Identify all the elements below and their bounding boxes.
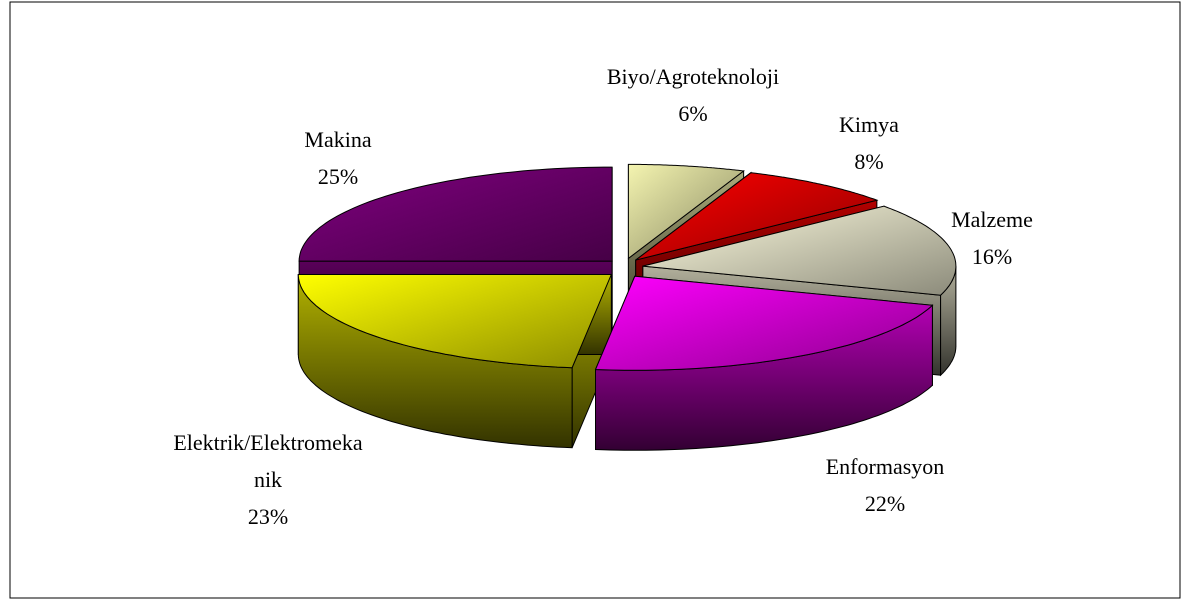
- category-label: Kimya: [839, 112, 899, 137]
- data-label: Enformasyon 22%: [785, 448, 985, 522]
- category-label: Malzeme: [951, 207, 1033, 232]
- slice: [635, 172, 879, 261]
- slice: [594, 275, 934, 371]
- category-label: Elektrik/Elektromekanik: [173, 430, 363, 492]
- chart-border: [9, 1, 1181, 599]
- slice: [642, 205, 957, 296]
- slice: [297, 273, 613, 369]
- data-label: Elektrik/Elektromekanik 23%: [168, 424, 368, 535]
- value-label: 25%: [317, 164, 359, 189]
- slice: [298, 166, 613, 262]
- value-label: 23%: [247, 504, 289, 529]
- data-label: Kimya 8%: [794, 106, 944, 180]
- data-label: Biyo/Agroteknoloji 6%: [563, 58, 823, 132]
- value-label: 6%: [678, 101, 708, 126]
- category-label: Enformasyon: [825, 454, 945, 479]
- data-label: Makina 25%: [263, 121, 413, 195]
- data-label: Malzeme 16%: [917, 201, 1067, 275]
- slice: [627, 163, 745, 260]
- value-label: 22%: [864, 491, 906, 516]
- value-label: 8%: [854, 149, 884, 174]
- category-label: Biyo/Agroteknoloji: [606, 64, 780, 89]
- value-label: 16%: [971, 244, 1013, 269]
- category-label: Makina: [304, 127, 372, 152]
